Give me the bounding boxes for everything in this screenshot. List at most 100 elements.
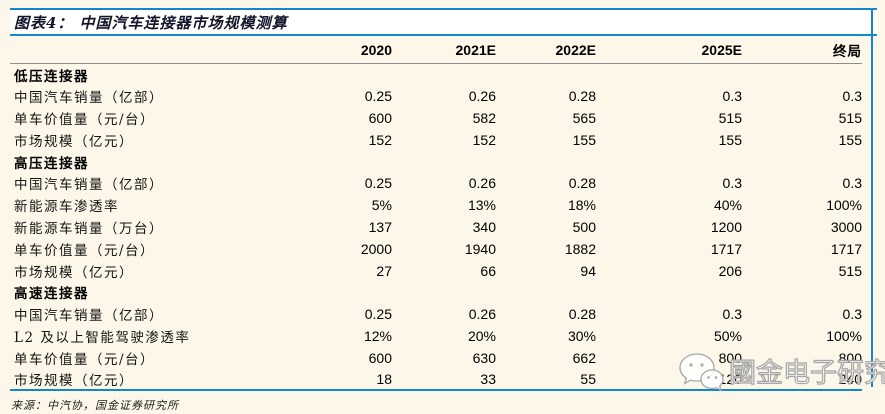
row-label: 中国汽车销量（亿部）: [14, 90, 164, 107]
cell: 33: [480, 371, 496, 388]
cell: 0.28: [568, 175, 596, 192]
cell: 152: [472, 131, 496, 148]
figure-title-band: 图表4： 中国汽车连接器市场规模测算: [10, 8, 877, 36]
header-col-2020: 2020: [330, 36, 392, 64]
row-label: 市场规模（亿元）: [14, 373, 134, 390]
section-row-high-speed: 高速连接器: [10, 281, 862, 303]
cell: 582: [472, 109, 496, 126]
row-label: 单车价值量（元/台）: [14, 242, 156, 259]
cell: 1940: [464, 240, 496, 257]
cell: 1882: [564, 240, 596, 257]
cell: 18%: [567, 197, 596, 214]
figure-title: 中国汽车连接器市场规模测算: [79, 14, 288, 32]
cell: 630: [472, 349, 496, 366]
cell: 155: [572, 131, 596, 148]
source-note: 来源：中汽协，国金证券研究所: [11, 399, 179, 413]
cell: 662: [572, 349, 596, 366]
cell: 2000: [360, 240, 392, 257]
section-row-low-voltage: 低压连接器: [10, 64, 862, 86]
cell: 1200: [710, 218, 742, 235]
cell: 3000: [830, 218, 862, 235]
cell: 100%: [826, 327, 862, 344]
row-label: 市场规模（亿元）: [14, 133, 134, 150]
cell: 340: [472, 218, 496, 235]
cell: 155: [838, 131, 862, 148]
cell: 0.25: [364, 306, 392, 323]
cell: 515: [838, 262, 862, 279]
cell: 0.25: [364, 175, 392, 192]
cell: 515: [718, 109, 742, 126]
cell: 120: [718, 371, 742, 388]
cell: 30%: [567, 327, 596, 344]
row-label: 单车价值量（元/台）: [14, 111, 156, 128]
cell: 0.25: [364, 88, 392, 105]
cell: 100%: [826, 197, 862, 214]
cell: 18: [376, 371, 392, 388]
cell: 137: [368, 218, 392, 235]
cell: 600: [368, 349, 392, 366]
cell: 94: [580, 262, 596, 279]
table-row: 单车价值量（元/台） 600 582 565 515 515: [10, 107, 862, 129]
cell: 1717: [710, 240, 742, 257]
cell: 0.3: [842, 306, 862, 323]
table-row: 市场规模（亿元） 152 152 155 155 155: [10, 129, 862, 151]
cell: 0.3: [842, 175, 862, 192]
header-col-2022e: 2022E: [496, 36, 596, 64]
section-title: 高速连接器: [14, 286, 89, 303]
cell: 0.3: [722, 306, 742, 323]
header-col-2025e: 2025E: [596, 36, 742, 64]
cell: 66: [480, 262, 496, 279]
table-row: 单车价值量（元/台） 2000 1940 1882 1717 1717: [10, 238, 862, 260]
header-col-endgame: 终局: [742, 36, 862, 64]
table-row: 单车价值量（元/台） 600 630 662 800 800: [10, 347, 862, 369]
section-title: 低压连接器: [14, 68, 89, 85]
figure-number-label: 图表4：: [14, 14, 74, 32]
table-row: 市场规模（亿元） 27 66 94 206 515: [10, 260, 862, 282]
cell: 1717: [830, 240, 862, 257]
cell: 12%: [363, 327, 392, 344]
row-label: 新能源车销量（万台）: [14, 220, 164, 237]
cell: 27: [376, 262, 392, 279]
cell: 0.3: [842, 88, 862, 105]
cell: 800: [838, 349, 862, 366]
cell: 5%: [371, 197, 392, 214]
cell: 565: [572, 109, 596, 126]
cell: 0.26: [468, 306, 496, 323]
table-row: 中国汽车销量（亿部） 0.25 0.26 0.28 0.3 0.3: [10, 303, 862, 325]
cell: 13%: [467, 197, 496, 214]
cell: 0.28: [568, 306, 596, 323]
cell: 0.28: [568, 88, 596, 105]
cell: 206: [718, 262, 742, 279]
row-label: 中国汽车销量（亿部）: [14, 177, 164, 194]
table-row: 中国汽车销量（亿部） 0.25 0.26 0.28 0.3 0.3: [10, 172, 862, 194]
table-row: L2 及以上智能驾驶渗透率 12% 20% 30% 50% 100%: [10, 325, 862, 347]
table-header-row: 2020 2021E 2022E 2025E 终局: [10, 36, 862, 64]
cell: 152: [368, 131, 392, 148]
cell: 0.26: [468, 88, 496, 105]
table-row: 中国汽车销量（亿部） 0.25 0.26 0.28 0.3 0.3: [10, 85, 862, 107]
row-label: 新能源车渗透率: [14, 199, 119, 216]
cell: 50%: [713, 327, 742, 344]
cell: 500: [572, 218, 596, 235]
figure-container: 图表4： 中国汽车连接器市场规模测算 2020 2021E 2022E 2025…: [10, 8, 877, 413]
header-empty-cell: [10, 36, 330, 64]
table-row: 新能源车销量（万台） 137 340 500 1200 3000: [10, 216, 862, 238]
cell: 0.3: [722, 88, 742, 105]
cell: 240: [838, 371, 862, 388]
cell: 0.26: [468, 175, 496, 192]
cell: 155: [718, 131, 742, 148]
cell: 40%: [713, 197, 742, 214]
cell: 20%: [467, 327, 496, 344]
header-col-2021e: 2021E: [392, 36, 496, 64]
row-label: 单车价值量（元/台）: [14, 351, 156, 368]
right-accent-line: [871, 8, 873, 387]
cell: 55: [580, 371, 596, 388]
table-row: 新能源车渗透率 5% 13% 18% 40% 100%: [10, 194, 862, 216]
row-label: 中国汽车销量（亿部）: [14, 308, 164, 325]
row-label: 市场规模（亿元）: [14, 264, 134, 281]
section-title: 高压连接器: [14, 155, 89, 172]
cell: 0.3: [722, 175, 742, 192]
section-row-high-voltage: 高压连接器: [10, 151, 862, 173]
table-row: 市场规模（亿元） 18 33 55 120 240: [10, 369, 862, 391]
